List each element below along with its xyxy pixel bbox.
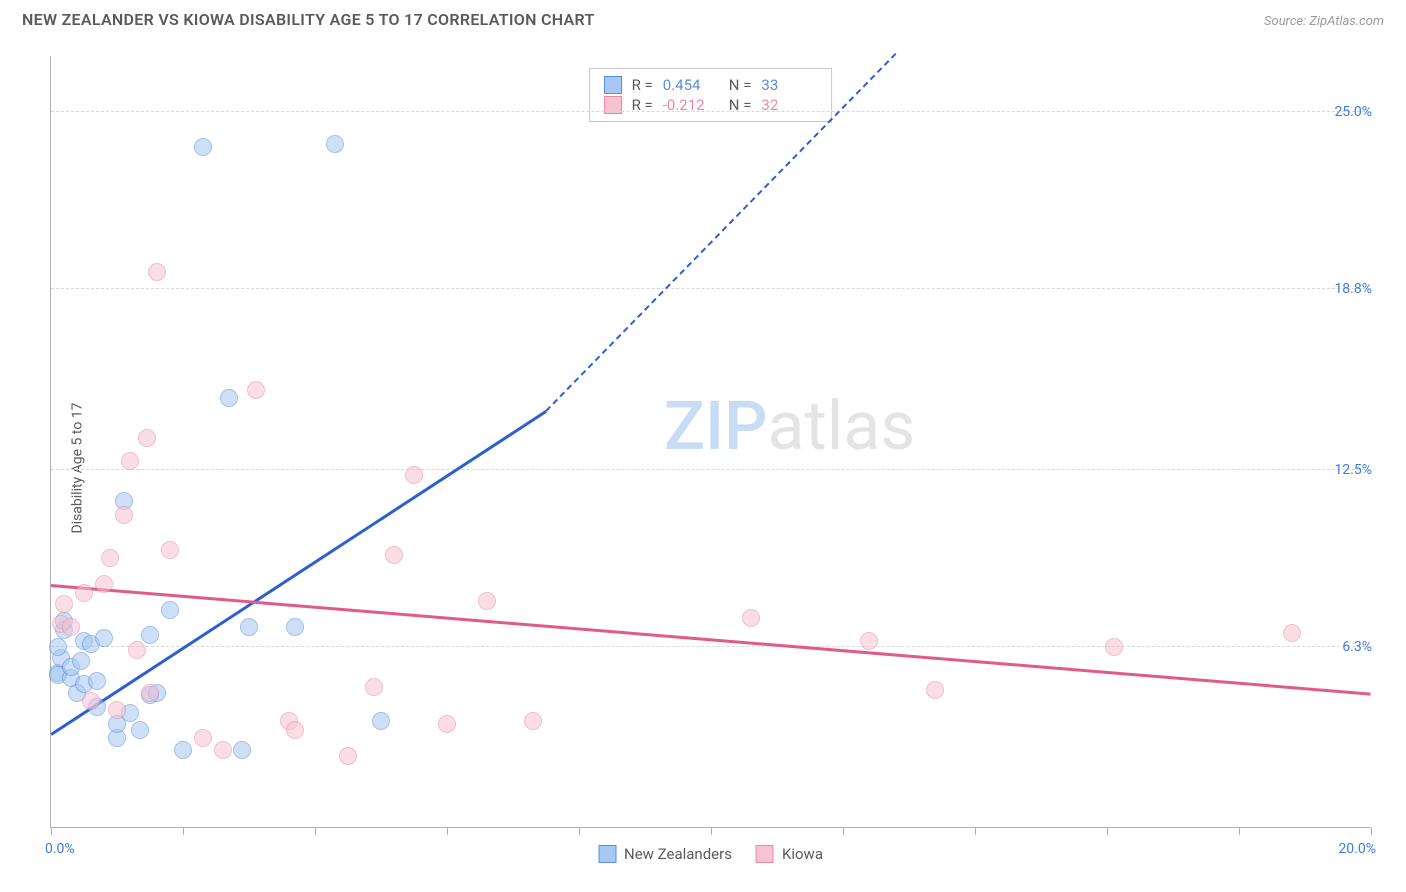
data-point	[95, 629, 113, 647]
gridline	[51, 288, 1370, 289]
data-point	[405, 466, 423, 484]
x-tick	[711, 827, 712, 835]
data-point	[1105, 638, 1123, 656]
swatch-icon	[598, 845, 616, 863]
trend-line	[51, 584, 1371, 695]
legend-label: New Zealanders	[624, 845, 732, 863]
data-point	[88, 672, 106, 690]
watermark-prefix: ZIP	[664, 386, 768, 466]
data-point	[131, 721, 149, 739]
data-point	[233, 741, 251, 759]
x-tick	[1107, 827, 1108, 835]
x-tick	[1371, 827, 1372, 835]
data-point	[214, 741, 232, 759]
data-point	[742, 609, 760, 627]
stat-label: N =	[729, 76, 752, 94]
x-tick	[843, 827, 844, 835]
plot-area: ZIPatlas R = 0.454 N = 33 R = -0.212 N =…	[50, 56, 1370, 828]
data-point	[75, 584, 93, 602]
correlation-stats-box: R = 0.454 N = 33 R = -0.212 N = 32	[589, 68, 833, 122]
data-point	[174, 741, 192, 759]
y-tick-label: 12.5%	[1326, 462, 1372, 478]
x-tick	[51, 827, 52, 835]
r-value: 0.454	[663, 76, 719, 94]
data-point	[141, 684, 159, 702]
data-point	[138, 429, 156, 447]
x-tick	[447, 827, 448, 835]
watermark: ZIPatlas	[664, 386, 916, 466]
chart-title: NEW ZEALANDER VS KIOWA DISABILITY AGE 5 …	[22, 10, 595, 29]
data-point	[326, 135, 344, 153]
data-point	[161, 601, 179, 619]
data-point	[385, 546, 403, 564]
data-point	[240, 618, 258, 636]
chart-container: Disability Age 5 to 17 ZIPatlas R = 0.45…	[0, 44, 1406, 892]
data-point	[115, 506, 133, 524]
x-tick	[1239, 827, 1240, 835]
header: NEW ZEALANDER VS KIOWA DISABILITY AGE 5 …	[0, 0, 1406, 37]
x-tick	[183, 827, 184, 835]
data-point	[49, 638, 67, 656]
legend: New Zealanders Kiowa	[598, 845, 823, 863]
data-point	[247, 381, 265, 399]
data-point	[108, 701, 126, 719]
legend-item: New Zealanders	[598, 845, 732, 863]
y-tick-label: 6.3%	[1334, 639, 1372, 655]
data-point	[860, 632, 878, 650]
data-point	[148, 263, 166, 281]
data-point	[82, 692, 100, 710]
source-attribution: Source: ZipAtlas.com	[1264, 14, 1384, 29]
data-point	[286, 618, 304, 636]
data-point	[438, 715, 456, 733]
x-tick	[315, 827, 316, 835]
watermark-suffix: atlas	[768, 386, 916, 466]
legend-label: Kiowa	[782, 845, 823, 863]
data-point	[72, 652, 90, 670]
data-point	[478, 592, 496, 610]
data-point	[524, 712, 542, 730]
x-tick	[975, 827, 976, 835]
x-axis-min-label: 0.0%	[45, 841, 75, 857]
x-axis-max-label: 20.0%	[1338, 841, 1376, 857]
swatch-icon	[604, 76, 622, 94]
data-point	[95, 575, 113, 593]
data-point	[1283, 624, 1301, 642]
data-point	[128, 641, 146, 659]
data-point	[286, 721, 304, 739]
data-point	[339, 747, 357, 765]
gridline	[51, 469, 1370, 470]
data-point	[121, 452, 139, 470]
data-point	[926, 681, 944, 699]
stats-row: R = 0.454 N = 33	[604, 75, 818, 95]
gridline	[51, 646, 1370, 647]
data-point	[141, 626, 159, 644]
data-point	[194, 729, 212, 747]
x-tick	[579, 827, 580, 835]
data-point	[62, 618, 80, 636]
data-point	[372, 712, 390, 730]
data-point	[194, 138, 212, 156]
data-point	[161, 541, 179, 559]
y-tick-label: 25.0%	[1326, 104, 1372, 120]
data-point	[365, 678, 383, 696]
y-tick-label: 18.8%	[1326, 281, 1372, 297]
swatch-icon	[756, 845, 774, 863]
stat-label: R =	[632, 76, 653, 94]
data-point	[220, 389, 238, 407]
gridline	[51, 111, 1370, 112]
data-point	[101, 549, 119, 567]
n-value: 33	[761, 76, 817, 94]
data-point	[55, 595, 73, 613]
legend-item: Kiowa	[756, 845, 823, 863]
